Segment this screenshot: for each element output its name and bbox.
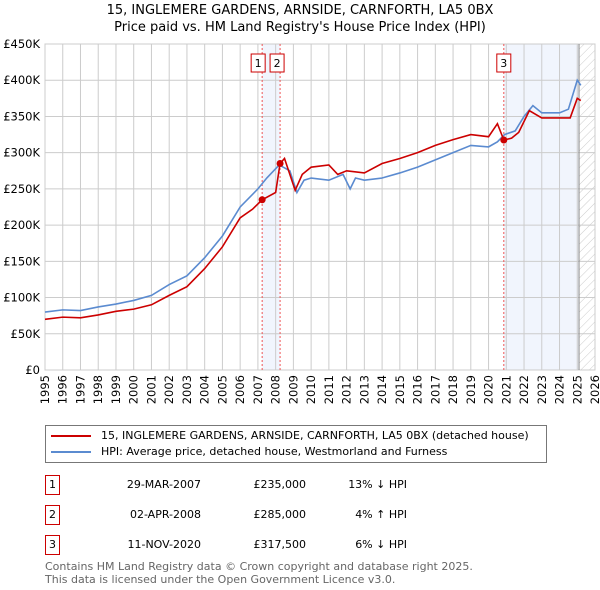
x-tick-label: 2022 <box>517 375 531 404</box>
hpi-diff: 13% ↓ HPI <box>348 478 407 491</box>
blue-line-swatch <box>51 451 91 453</box>
legend: 15, INGLEMERE GARDENS, ARNSIDE, CARNFORT… <box>45 425 547 463</box>
y-tick-label: £100K <box>3 291 40 305</box>
sale-date: 02-APR-2008 <box>129 508 201 521</box>
x-tick-label: 2025 <box>570 375 584 404</box>
hpi-line <box>44 78 582 313</box>
x-tick-label: 2005 <box>215 375 229 404</box>
x-tick-label: 2006 <box>233 375 247 404</box>
x-tick-label: 2021 <box>499 375 513 404</box>
transaction-row: 2 02-APR-2008 £285,000 4% ↑ HPI <box>45 505 445 525</box>
y-tick-label: £150K <box>3 254 40 268</box>
sale-marker-label: 2 <box>274 57 281 70</box>
marker-badge: 3 <box>45 535 60 555</box>
x-tick-label: 2017 <box>428 375 442 404</box>
transaction-row: 3 11-NOV-2020 £317,500 6% ↓ HPI <box>45 535 445 555</box>
x-tick-label: 1997 <box>73 375 87 404</box>
x-tick-label: 2020 <box>482 375 496 404</box>
hpi-diff: 4% ↑ HPI <box>355 508 407 521</box>
x-tick-label: 1999 <box>109 375 123 404</box>
x-tick-label: 2024 <box>553 375 567 404</box>
x-tick-label: 2026 <box>588 375 600 404</box>
property-price-line <box>44 97 582 321</box>
chart-title: 15, INGLEMERE GARDENS, ARNSIDE, CARNFORT… <box>106 3 494 18</box>
y-tick-label: £50K <box>11 327 41 341</box>
marker-badge: 2 <box>45 505 60 525</box>
sale-marker-label: 1 <box>255 57 262 70</box>
sale-date: 29-MAR-2007 <box>126 478 201 491</box>
legend-label: 15, INGLEMERE GARDENS, ARNSIDE, CARNFORT… <box>101 429 529 442</box>
y-tick-label: £250K <box>3 182 40 196</box>
y-tick-label: £300K <box>3 146 40 160</box>
x-tick-label: 2008 <box>269 375 283 404</box>
sale-marker-box <box>496 53 512 73</box>
x-tick-label: 2014 <box>375 375 389 404</box>
sale-price: £285,000 <box>253 508 307 521</box>
y-tick-label: £0 <box>25 363 40 377</box>
legend-item-hpi: HPI: Average price, detached house, West… <box>51 445 447 459</box>
plot-border <box>44 43 596 371</box>
sale-price: £235,000 <box>253 478 307 491</box>
x-tick-label: 2010 <box>304 375 318 404</box>
legend-item-property: 15, INGLEMERE GARDENS, ARNSIDE, CARNFORT… <box>51 429 529 443</box>
x-tick-label: 2011 <box>322 375 336 404</box>
x-tick-label: 2012 <box>340 375 354 404</box>
x-tick-label: 2001 <box>144 375 158 404</box>
y-tick-label: £450K <box>3 37 40 51</box>
marker-badge: 1 <box>45 475 60 495</box>
future-hatch <box>579 44 595 370</box>
x-tick-label: 2003 <box>180 375 194 404</box>
legend-label: HPI: Average price, detached house, West… <box>101 445 448 458</box>
y-tick-label: £400K <box>3 73 40 87</box>
x-tick-label: 1998 <box>91 375 105 404</box>
sale-point <box>258 196 266 204</box>
x-tick-label: 2002 <box>162 375 176 404</box>
sale-marker-box <box>250 53 266 73</box>
sale-period-shading <box>262 44 281 370</box>
footer: Contains HM Land Registry data © Crown c… <box>45 560 473 586</box>
copyright-text: Contains HM Land Registry data © Crown c… <box>45 560 473 573</box>
x-tick-label: 2016 <box>411 375 425 404</box>
x-tick-label: 2013 <box>357 375 371 404</box>
x-tick-label: 2023 <box>535 375 549 404</box>
transaction-row: 1 29-MAR-2007 £235,000 13% ↓ HPI <box>45 475 445 495</box>
x-tick-label: 2015 <box>393 375 407 404</box>
x-tick-label: 2009 <box>286 375 300 404</box>
sale-point <box>276 160 284 168</box>
x-tick-label: 1995 <box>38 375 52 404</box>
sale-marker-label: 3 <box>500 57 507 70</box>
sale-marker-box <box>269 53 285 73</box>
x-tick-label: 2019 <box>464 375 478 404</box>
sale-date: 11-NOV-2020 <box>127 538 201 551</box>
y-tick-label: £350K <box>3 109 40 123</box>
chart-subtitle: Price paid vs. HM Land Registry's House … <box>114 20 486 35</box>
sale-point <box>500 136 508 144</box>
x-tick-label: 1996 <box>56 375 70 404</box>
licence-text: This data is licensed under the Open Gov… <box>45 573 396 586</box>
y-tick-label: £200K <box>3 218 40 232</box>
x-tick-label: 2004 <box>198 375 212 404</box>
x-tick-label: 2000 <box>127 375 141 404</box>
hpi-diff: 6% ↓ HPI <box>355 538 407 551</box>
x-tick-label: 2007 <box>251 375 265 404</box>
x-tick-label: 2018 <box>446 375 460 404</box>
price-chart: 1995 1996 1997 1998 1999 2000 2001 2002 2003 2004… <box>3 37 600 404</box>
red-line-swatch <box>51 435 91 437</box>
sale-price: £317,500 <box>253 538 307 551</box>
